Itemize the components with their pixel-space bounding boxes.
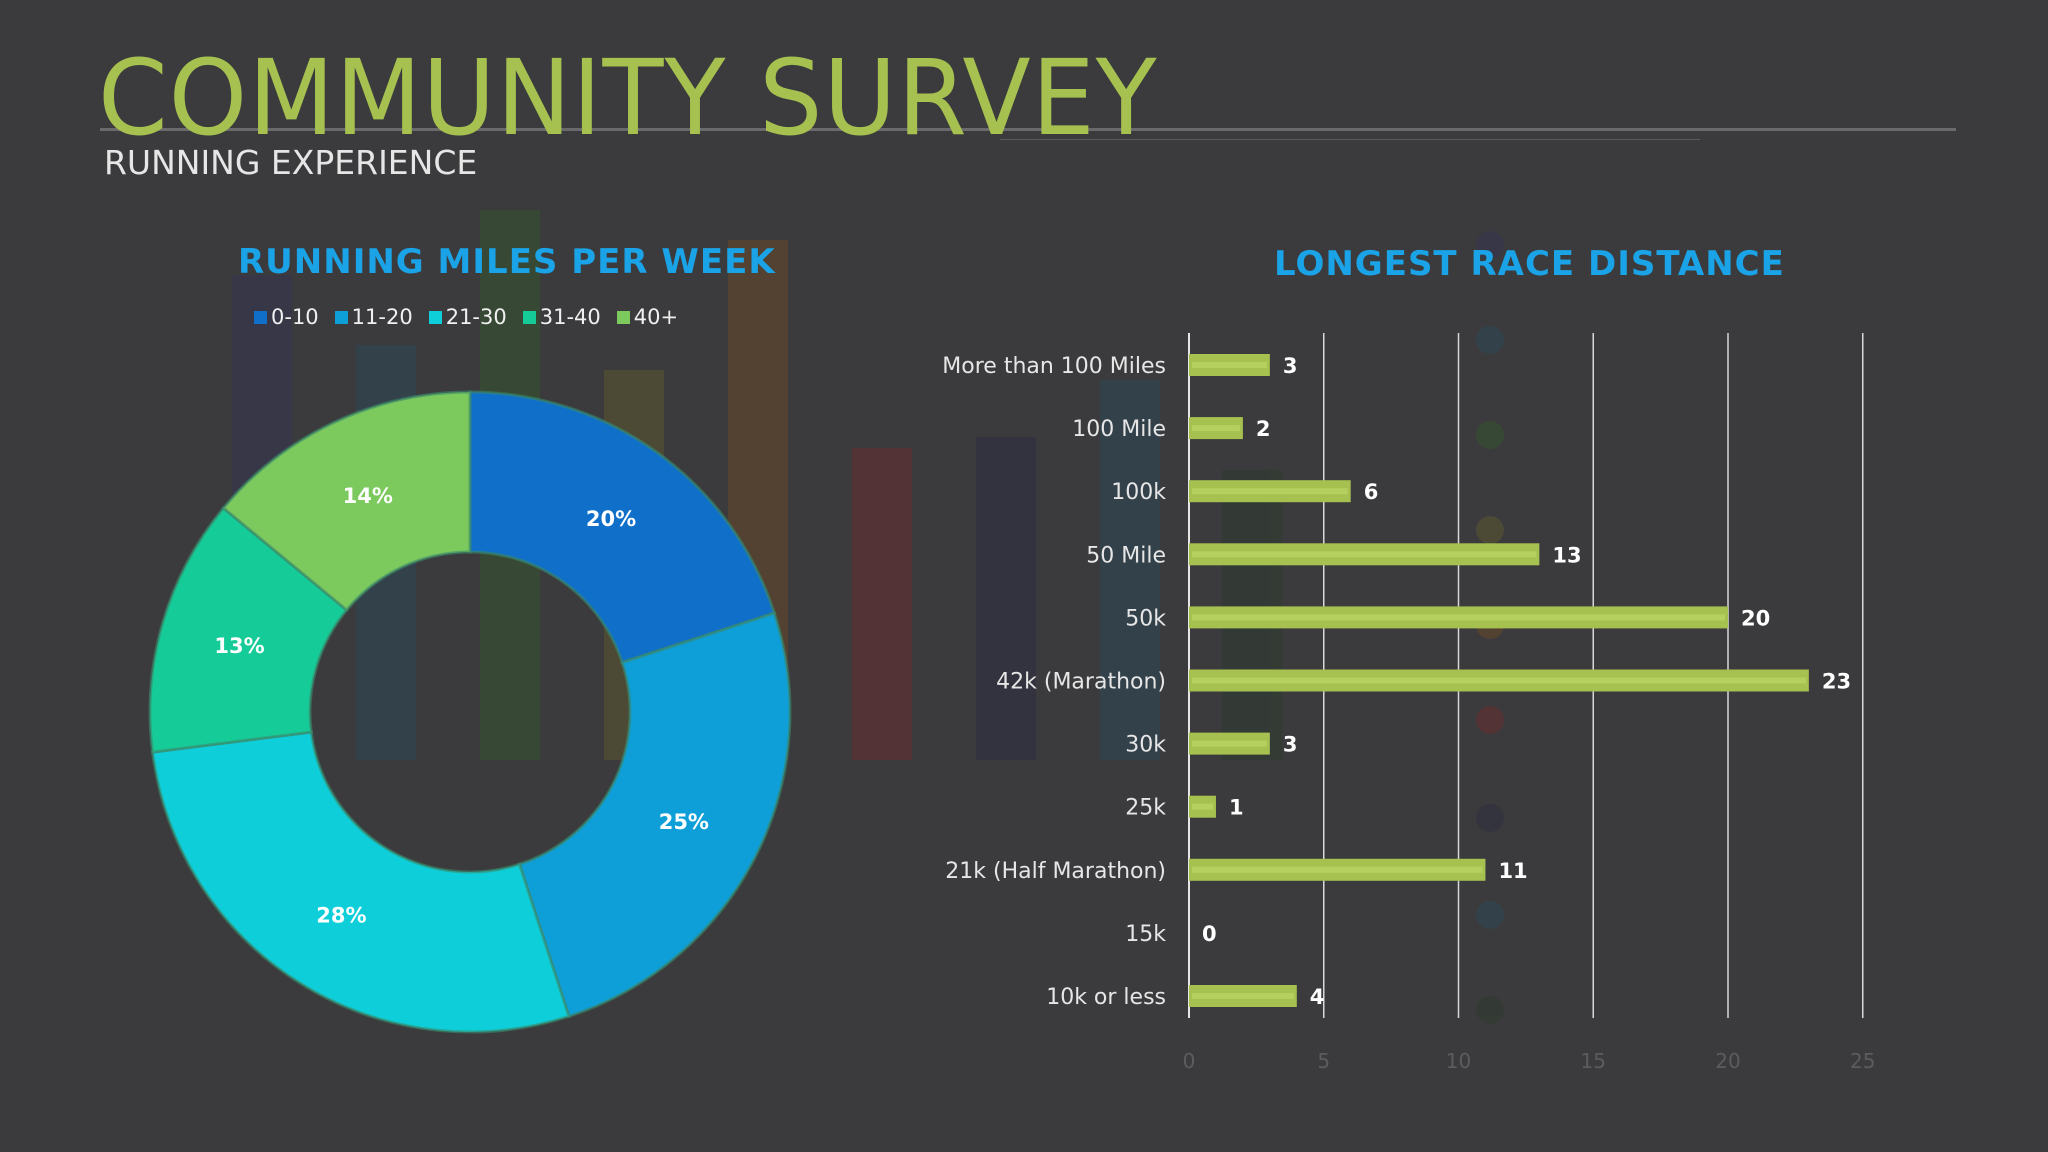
legend-label: 40+ — [633, 305, 679, 329]
bar-highlight — [1192, 803, 1213, 810]
donut-slice-0-10 — [468, 390, 777, 665]
donut-data-label: 20% — [586, 507, 636, 531]
legend-item: 40+ — [616, 305, 679, 329]
category-label: 100k — [1111, 480, 1166, 505]
header-rule — [100, 128, 1956, 131]
x-tick-label: 25 — [1850, 1049, 1875, 1073]
bar-highlight — [1192, 866, 1483, 873]
legend-swatch — [616, 310, 630, 324]
x-tick-label: 5 — [1317, 1049, 1330, 1073]
bar-highlight — [1192, 993, 1294, 999]
bar-data-label: 11 — [1498, 859, 1527, 883]
donut-legend: 0-10 11-20 21-30 31-40 40+ — [254, 303, 678, 331]
x-tick-label: 10 — [1446, 1049, 1471, 1073]
donut-chart-title: RUNNING MILES PER WEEK — [238, 242, 776, 282]
category-label: 42k (Marathon) — [996, 670, 1166, 695]
category-label: 15k — [1125, 922, 1166, 947]
legend-item: 21-30 — [428, 305, 507, 329]
bar-data-label: 3 — [1283, 354, 1298, 378]
donut-data-label: 14% — [343, 484, 393, 508]
category-label: 25k — [1125, 796, 1166, 821]
category-label: 10k or less — [1046, 985, 1166, 1010]
legend-label: 21-30 — [445, 305, 507, 329]
bar-data-label: 20 — [1741, 606, 1770, 630]
category-label: 50 Mile — [1086, 543, 1166, 568]
bar-highlight — [1192, 614, 1725, 621]
category-label: 50k — [1125, 606, 1166, 631]
bar-highlight — [1192, 425, 1240, 432]
legend-label: 31-40 — [539, 305, 601, 329]
category-label: More than 100 Miles — [942, 354, 1166, 379]
category-label: 30k — [1125, 733, 1166, 758]
bar-chart-title: LONGEST RACE DISTANCE — [1274, 244, 1785, 284]
bar-highlight — [1192, 551, 1537, 558]
donut-slice-21-30 — [150, 730, 571, 1034]
bar-highlight — [1192, 488, 1348, 495]
x-tick-label: 0 — [1183, 1049, 1196, 1073]
bar-data-label: 3 — [1283, 733, 1298, 757]
category-label: 21k (Half Marathon) — [945, 859, 1166, 884]
donut-slice-40+ — [221, 390, 472, 613]
donut-slice-11-20 — [517, 611, 792, 1019]
legend-label: 0-10 — [271, 305, 319, 329]
slide-title: COMMUNITY SURVEY — [98, 37, 1158, 159]
legend-swatch — [428, 310, 442, 324]
slide-subtitle: RUNNING EXPERIENCE — [104, 143, 478, 182]
bar-highlight — [1192, 740, 1267, 747]
donut-slice-31-40 — [148, 505, 349, 754]
x-tick-label: 20 — [1715, 1049, 1740, 1073]
bar-data-label: 13 — [1552, 543, 1581, 567]
legend-swatch — [334, 310, 348, 324]
donut-chart: 20% 25% 28% 13% 14% — [148, 390, 792, 1034]
legend-item: 11-20 — [334, 305, 413, 329]
legend-swatch — [522, 310, 536, 324]
donut-data-label: 25% — [659, 810, 709, 834]
bar-highlight — [1192, 677, 1806, 684]
bar-data-label: 0 — [1202, 922, 1217, 946]
header-rule-secondary — [1000, 139, 1700, 140]
legend-label: 11-20 — [351, 305, 413, 329]
bar-data-label: 2 — [1256, 417, 1271, 441]
legend-swatch — [254, 310, 267, 324]
donut-data-label: 13% — [214, 634, 264, 658]
bar-data-label: 1 — [1229, 796, 1244, 820]
x-tick-label: 15 — [1581, 1049, 1606, 1073]
bar-data-label: 23 — [1822, 670, 1851, 694]
legend-item: 31-40 — [522, 305, 601, 329]
donut-data-label: 28% — [316, 904, 366, 928]
legend-item: 0-10 — [254, 305, 319, 329]
bar-data-label: 4 — [1310, 985, 1325, 1009]
bar-highlight — [1192, 362, 1267, 368]
category-label: 100 Mile — [1072, 417, 1166, 442]
bar-data-label: 6 — [1364, 480, 1379, 504]
